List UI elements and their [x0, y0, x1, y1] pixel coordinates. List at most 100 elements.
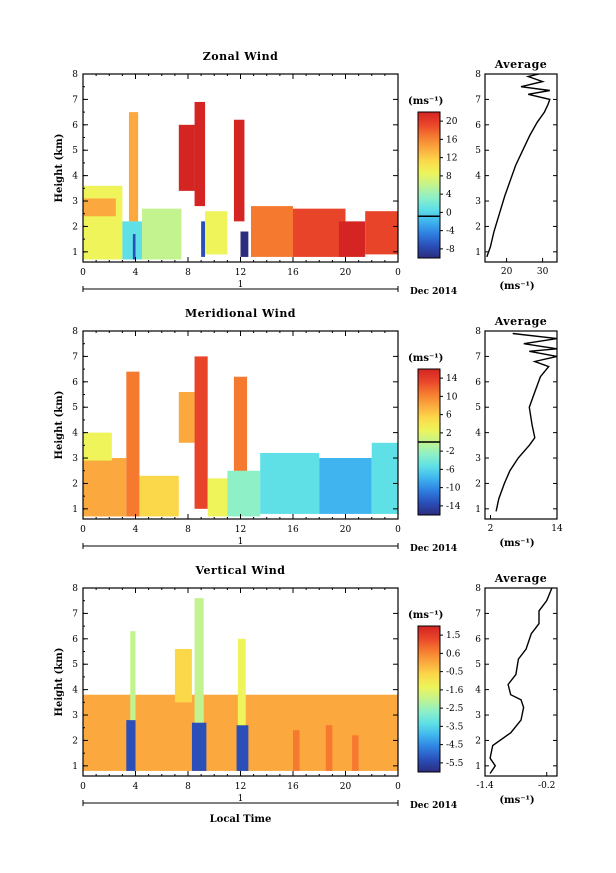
heatmap-cell-8 — [293, 730, 300, 771]
average-y-tick-label: 8 — [475, 327, 481, 337]
y-tick-label: 6 — [72, 121, 78, 131]
panel-title: Vertical Wind — [195, 564, 286, 577]
average-x-axis-label: (ms⁻¹) — [499, 281, 534, 292]
colorbar-tick-label: 14 — [446, 374, 458, 384]
average-title: Average — [494, 572, 548, 585]
heatmap-cell-10 — [319, 458, 372, 514]
average-y-tick-label: 1 — [475, 248, 481, 258]
heatmap-cell-2 — [130, 631, 136, 721]
heatmap-cell-7 — [233, 376, 248, 479]
average-y-tick-label: 5 — [475, 660, 481, 670]
average-x-tick-label: 20 — [501, 267, 513, 277]
average-profile-line — [486, 73, 551, 258]
colorbar-tick-label: -0.5 — [446, 668, 464, 678]
y-tick-label: 6 — [72, 378, 78, 388]
y-axis-label: Height (km) — [54, 134, 65, 203]
y-tick-label: 2 — [72, 222, 78, 232]
date-tick-label: 1 — [238, 794, 244, 804]
heatmap-cell-14 — [338, 221, 366, 257]
colorbar-tick-label: 16 — [446, 135, 458, 145]
date-label: Dec 2014 — [410, 544, 457, 554]
heatmap-cell-10 — [352, 735, 359, 771]
average-frame — [484, 330, 558, 520]
heatmap-cell-13 — [293, 208, 346, 257]
average-x-tick-label: -1.4 — [476, 781, 494, 791]
average-x-tick-label: 30 — [537, 267, 549, 277]
colorbar — [417, 625, 441, 773]
average-x-tick-label: 2 — [488, 524, 494, 534]
average-y-tick-label: 1 — [475, 762, 481, 772]
colorbar-tick-label: -1.6 — [446, 686, 464, 696]
y-tick-label: 3 — [72, 454, 78, 464]
date-tick-label: 1 — [238, 537, 244, 547]
y-tick-label: 5 — [72, 146, 78, 156]
average-x-tick-label: 14 — [551, 524, 563, 534]
heatmap-cell-10 — [233, 119, 245, 222]
average-y-tick-label: 5 — [475, 146, 481, 156]
x-tick-label: 16 — [287, 782, 299, 792]
average-y-tick-label: 8 — [475, 584, 481, 594]
colorbar-tick-label: -4.5 — [446, 741, 464, 751]
colorbar-tick-label: -6 — [446, 465, 455, 475]
heatmap-cell-4 — [194, 598, 204, 723]
average-y-tick-label: 6 — [475, 378, 481, 388]
heatmap-cell-15 — [365, 211, 398, 255]
date-tick-label: 1 — [238, 280, 244, 290]
heatmap-cell-9 — [205, 211, 228, 255]
average-y-tick-label: 7 — [475, 95, 481, 105]
x-axis-label: Local Time — [210, 814, 272, 825]
average-title: Average — [494, 315, 548, 328]
x-tick-label: 0 — [80, 782, 86, 792]
x-tick-label: 12 — [235, 268, 246, 278]
y-tick-label: 1 — [72, 762, 78, 772]
heatmap-cell-8 — [201, 221, 206, 257]
average-y-tick-label: 3 — [475, 197, 481, 207]
y-tick-label: 7 — [72, 95, 78, 105]
x-tick-label: 20 — [340, 782, 352, 792]
y-tick-label: 2 — [72, 736, 78, 746]
heatmap-cell-7 — [194, 101, 206, 207]
y-tick-label: 5 — [72, 660, 78, 670]
x-tick-label: 4 — [133, 268, 139, 278]
y-tick-label: 4 — [72, 429, 78, 439]
colorbar-unit-label: (ms⁻¹) — [408, 96, 443, 107]
average-profile-line — [495, 332, 558, 512]
y-tick-label: 8 — [72, 327, 78, 337]
average-y-tick-label: 5 — [475, 403, 481, 413]
panel-title: Meridional Wind — [185, 307, 296, 320]
colorbar-tick-label: 0 — [446, 208, 452, 218]
x-tick-label: 20 — [340, 525, 352, 535]
average-y-tick-label: 7 — [475, 352, 481, 362]
average-frame — [484, 587, 558, 777]
colorbar-tick-label: -3.5 — [446, 722, 464, 732]
y-axis-label: Height (km) — [54, 391, 65, 460]
heatmap-cell-3 — [139, 475, 179, 517]
colorbar-tick-label: 12 — [446, 154, 457, 164]
heatmap-cell-6 — [178, 124, 195, 191]
colorbar-tick-label: 20 — [446, 117, 458, 127]
x-tick-label: 4 — [133, 525, 139, 535]
average-y-tick-label: 7 — [475, 609, 481, 619]
colorbar-tick-label: 0.6 — [446, 649, 461, 659]
colorbar — [417, 111, 441, 259]
colorbar-tick-label: 8 — [446, 172, 452, 182]
heatmap-cell-0 — [83, 185, 123, 260]
x-tick-label: 0 — [395, 782, 401, 792]
x-tick-label: 0 — [395, 268, 401, 278]
date-label: Dec 2014 — [410, 801, 457, 811]
average-profile-line — [489, 587, 553, 774]
colorbar-tick-label: -14 — [446, 502, 461, 512]
colorbar-tick-label: 6 — [446, 411, 452, 421]
heatmap-cell-6 — [237, 638, 246, 726]
y-tick-label: 3 — [72, 197, 78, 207]
average-title: Average — [494, 58, 548, 71]
heatmap-cell-4 — [132, 234, 136, 260]
y-tick-label: 3 — [72, 711, 78, 721]
heatmap-cell-11 — [240, 231, 249, 257]
average-x-axis-label: (ms⁻¹) — [499, 538, 534, 549]
average-x-tick-label: -0.2 — [538, 781, 555, 791]
average-y-tick-label: 4 — [475, 172, 481, 182]
